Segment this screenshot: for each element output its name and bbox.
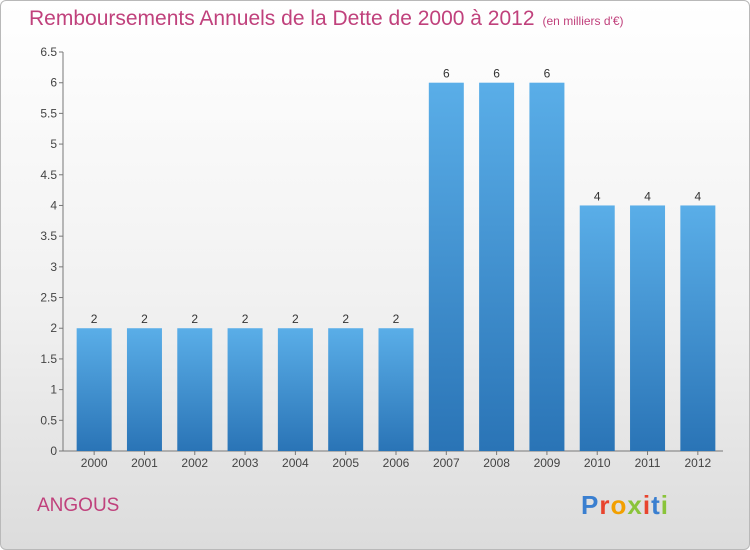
- data-label: 4: [644, 189, 651, 203]
- x-tick-label: 2003: [232, 456, 259, 470]
- x-tick-label: 2012: [684, 456, 711, 470]
- data-label: 2: [342, 312, 349, 326]
- x-tick-label: 2005: [332, 456, 359, 470]
- bar: [177, 328, 213, 451]
- y-tick-label: 6: [50, 76, 57, 90]
- x-tick-label: 2010: [584, 456, 611, 470]
- data-label: 2: [91, 312, 98, 326]
- y-tick-label: 0.5: [40, 413, 57, 427]
- y-tick-label: 4.5: [40, 168, 57, 182]
- x-tick-label: 2009: [534, 456, 561, 470]
- bar: [378, 328, 414, 451]
- x-tick-label: 2000: [81, 456, 108, 470]
- x-tick-label: 2004: [282, 456, 309, 470]
- bar: [428, 82, 464, 451]
- x-tick-label: 2006: [383, 456, 410, 470]
- y-tick-label: 2: [50, 321, 57, 335]
- y-tick-label: 3: [50, 260, 57, 274]
- x-tick-label: 2002: [181, 456, 208, 470]
- x-tick-label: 2007: [433, 456, 460, 470]
- data-label: 6: [493, 67, 500, 81]
- data-label: 2: [393, 312, 400, 326]
- bar: [529, 82, 565, 451]
- y-tick-label: 4: [50, 198, 57, 212]
- chart-title: Remboursements Annuels de la Dette de 20…: [29, 7, 624, 31]
- commune-name: ANGOUS: [37, 495, 120, 516]
- bar: [328, 328, 364, 451]
- data-label: 2: [191, 312, 198, 326]
- y-tick-label: 5: [50, 137, 57, 151]
- bar: [579, 205, 615, 451]
- data-label: 6: [544, 67, 551, 81]
- x-tick-label: 2001: [131, 456, 158, 470]
- proxiti-logo: Proxiti: [581, 490, 669, 520]
- data-label: 2: [141, 312, 148, 326]
- y-tick-label: 1: [50, 383, 57, 397]
- chart-title-text: Remboursements Annuels de la Dette de 20…: [29, 7, 535, 30]
- bar: [277, 328, 313, 451]
- data-label: 4: [695, 189, 702, 203]
- bar: [680, 205, 716, 451]
- data-label: 4: [594, 189, 601, 203]
- y-tick-label: 3.5: [40, 229, 57, 243]
- chart-unit: (en milliers d'€): [542, 14, 624, 28]
- y-tick-label: 5.5: [40, 106, 57, 120]
- y-tick-label: 1.5: [40, 352, 57, 366]
- x-tick-label: 2008: [483, 456, 510, 470]
- data-label: 6: [443, 67, 450, 81]
- y-tick-label: 6.5: [40, 45, 57, 59]
- data-label: 2: [242, 312, 249, 326]
- bar: [227, 328, 263, 451]
- y-tick-label: 2.5: [40, 291, 57, 305]
- x-tick-label: 2011: [635, 456, 661, 470]
- bar: [76, 328, 112, 451]
- bar: [630, 205, 666, 451]
- bar: [126, 328, 162, 451]
- bar: [479, 82, 515, 451]
- y-tick-label: 0: [50, 444, 57, 458]
- data-label: 2: [292, 312, 299, 326]
